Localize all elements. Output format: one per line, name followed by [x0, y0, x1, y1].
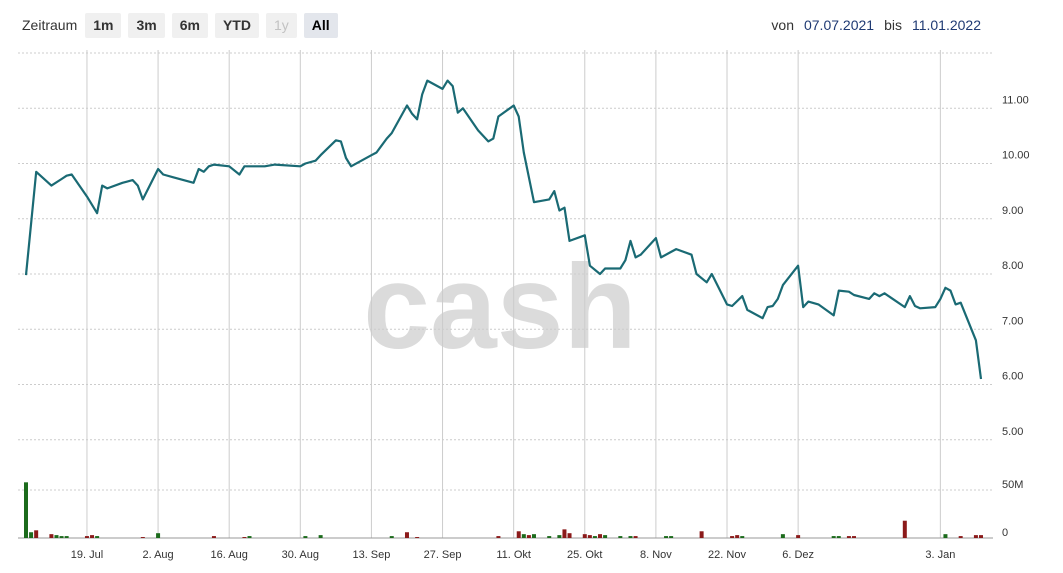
x-tick-label: 3. Jan — [925, 549, 955, 561]
volume-bar — [618, 536, 623, 538]
price-line-layer — [24, 79, 983, 380]
volume-bar — [24, 482, 28, 538]
volume-bar — [567, 533, 572, 538]
x-tick-label: 25. Okt — [567, 549, 602, 561]
to-label: bis — [884, 17, 902, 33]
volume-bar — [526, 535, 531, 538]
y-tick-label: 9.00 — [1002, 205, 1023, 217]
x-axis: 19. Jul 2. Aug 16. Aug 30. Aug 13. Sep 27. Se… — [71, 549, 956, 561]
volume-bar — [831, 536, 836, 538]
volume-bar — [740, 536, 745, 538]
volume-bar — [796, 535, 801, 538]
volume-bar — [598, 534, 603, 538]
y-tick-label: 8.00 — [1002, 260, 1023, 272]
x-tick-label: 16. Aug — [211, 549, 248, 561]
volume-bar — [90, 535, 95, 538]
volume-bar — [521, 534, 526, 538]
from-date-input[interactable]: 07.07.2021 — [803, 17, 875, 33]
range-button-1y[interactable]: 1y — [265, 12, 297, 38]
volume-bar — [29, 532, 34, 538]
volume-tick-label: 0 — [1002, 527, 1008, 539]
from-label: von — [771, 17, 794, 33]
y-tick-label: 11.00 — [1002, 94, 1029, 106]
volume-bar — [699, 531, 704, 538]
volume-bar — [633, 536, 638, 538]
volume-bar — [303, 536, 308, 538]
volume-bar — [628, 536, 633, 538]
volume-bar — [516, 531, 521, 538]
x-tick-label: 2. Aug — [142, 549, 173, 561]
volume-bar — [735, 535, 740, 538]
volume-bar — [603, 535, 608, 538]
volume-bar — [592, 536, 597, 538]
volume-bars — [24, 482, 983, 538]
volume-bar — [852, 536, 857, 538]
volume-bar — [95, 536, 100, 538]
range-button-all[interactable]: All — [303, 12, 338, 38]
price-line — [24, 79, 983, 380]
volume-bar — [59, 536, 64, 538]
volume-bar — [156, 533, 161, 538]
volume-bar — [979, 535, 983, 538]
y-tick-label: 5.00 — [1002, 426, 1023, 438]
x-tick-label: 19. Jul — [71, 549, 103, 561]
y-tick-label: 6.00 — [1002, 371, 1023, 383]
volume-bar — [902, 520, 907, 538]
volume-bar — [531, 534, 536, 538]
x-tick-label: 6. Dez — [782, 549, 814, 561]
x-tick-label: 22. Nov — [708, 549, 746, 561]
x-tick-label: 27. Sep — [424, 549, 462, 561]
x-tick-label: 11. Okt — [496, 549, 531, 561]
volume-bar — [49, 534, 54, 538]
volume-bar — [496, 536, 501, 538]
volume-bar — [140, 537, 145, 538]
range-button-1m[interactable]: 1m — [85, 12, 122, 38]
volume-bar — [389, 536, 394, 538]
range-button-ytd[interactable]: YTD — [214, 12, 259, 38]
volume-bar — [318, 535, 323, 538]
zoom-toolbar: Zeitraum 1m 3m 6m YTD 1y All — [22, 12, 345, 38]
date-range: von 07.07.2021 bis 11.01.2022 — [771, 17, 981, 33]
volume-bar — [730, 536, 735, 538]
range-button-6m[interactable]: 6m — [171, 12, 208, 38]
volume-bar — [836, 536, 841, 538]
volume-tick-label: 50M — [1002, 479, 1023, 491]
x-tick-label: 13. Sep — [352, 549, 390, 561]
volume-bar — [562, 529, 567, 538]
volume-bar — [242, 537, 247, 538]
volume-bar — [404, 532, 409, 538]
zeitraum-label: Zeitraum — [22, 17, 78, 33]
volume-bar — [973, 535, 978, 538]
x-tick-label: 8. Nov — [640, 549, 672, 561]
volume-bar — [587, 535, 592, 538]
volume-bar — [664, 536, 669, 538]
y-axis: 5.00 6.00 7.00 8.00 9.00 10.00 11.00 0 50M — [1002, 94, 1030, 539]
volume-bar — [958, 536, 963, 538]
y-tick-label: 10.00 — [1002, 150, 1030, 162]
volume-bar — [84, 536, 89, 538]
volume-bar — [211, 536, 216, 538]
volume-bar — [64, 536, 69, 538]
volume-bar — [943, 534, 948, 538]
volume-bar — [415, 537, 420, 538]
volume-bar — [557, 535, 562, 538]
gridlines — [18, 50, 993, 539]
volume-bar — [34, 530, 39, 538]
x-tick-label: 30. Aug — [282, 549, 319, 561]
volume-bar — [846, 536, 851, 538]
volume-bar — [54, 535, 59, 538]
to-date-input[interactable]: 11.01.2022 — [911, 17, 981, 33]
range-button-3m[interactable]: 3m — [128, 12, 165, 38]
volume-bar — [547, 536, 552, 538]
cash-watermark-logo: cash — [363, 240, 637, 374]
volume-bar — [669, 536, 674, 538]
y-tick-label: 7.00 — [1002, 315, 1023, 327]
volume-bar — [780, 534, 785, 538]
volume-bar — [582, 534, 587, 538]
volume-bar — [247, 536, 252, 538]
